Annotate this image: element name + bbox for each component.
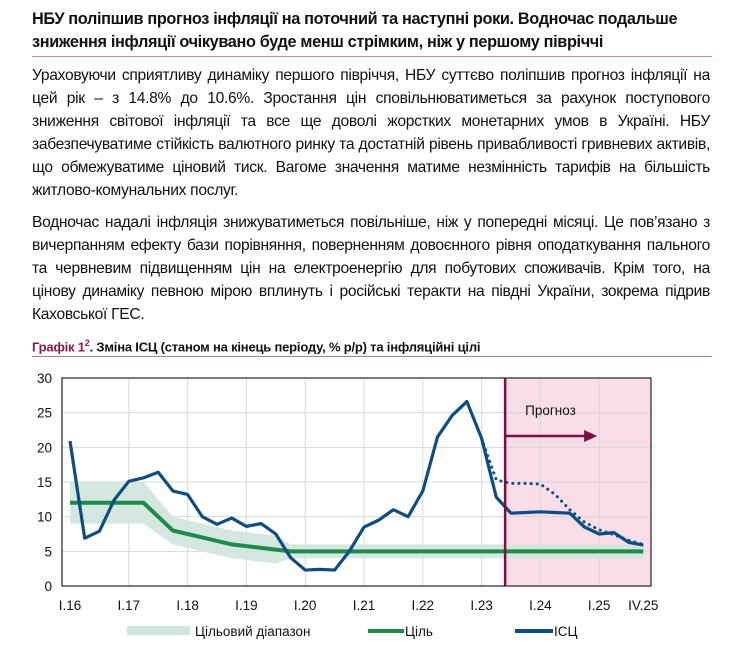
chart-title-text: . Зміна ІСЦ (станом на кінець періоду, %… [89, 339, 481, 355]
cpi-line [68, 399, 644, 572]
x-tick-label: I.19 [235, 598, 258, 613]
forecast-label: Прогноз [525, 403, 576, 418]
y-tick-label: 15 [37, 475, 52, 490]
y-tick-label: 0 [44, 579, 52, 594]
paragraph-text: Водночас надалі інфляція знижуватиметься… [32, 214, 710, 323]
headline: НБУ поліпшив прогноз інфляції на поточни… [32, 10, 678, 51]
legend-target-label: Ціль [405, 624, 433, 639]
chart-title: Графік 12. Зміна ІСЦ (станом на кінець п… [32, 338, 480, 354]
x-tick-label: I.24 [529, 598, 552, 613]
y-tick-label: 30 [37, 371, 52, 386]
y-tick-label: 5 [44, 544, 52, 559]
cpi-chart: Прогноз 0 5 10 15 20 25 30 I.16 I.17 I.18 I.19 I.20 I… [37, 371, 658, 639]
legend-band-label: Цільовий діапазон [195, 624, 310, 639]
y-tick-label: 25 [37, 406, 52, 421]
x-tick-label: I.21 [353, 598, 376, 613]
chart-title-rule [32, 356, 712, 357]
forecast-arrow-icon [584, 430, 598, 442]
y-tick-label: 20 [37, 440, 52, 455]
x-tick-label: I.18 [176, 598, 199, 613]
x-tick-label: I.23 [470, 598, 493, 613]
x-tick-label: I.20 [294, 598, 317, 613]
chart-label: Графік 1 [32, 339, 85, 355]
paragraph-2: Водночас надалі інфляція знижуватиметься… [32, 211, 710, 326]
x-tick-label: IV.25 [628, 598, 658, 613]
legend-cpi-label: ІСЦ [554, 624, 578, 639]
legend-band-swatch [127, 626, 190, 635]
plot-frame [61, 377, 652, 587]
x-tick-label: I.16 [59, 598, 82, 613]
paragraph-text: Ураховуючи сприятливу динаміку першого п… [32, 67, 710, 199]
y-tick-label: 10 [37, 510, 52, 525]
target-band [70, 482, 644, 564]
x-tick-label: I.17 [118, 598, 141, 613]
x-tick-label: I.22 [412, 598, 435, 613]
x-tick-label: I.25 [588, 598, 611, 613]
headline-rule [32, 56, 712, 57]
target-line [70, 500, 644, 554]
chart-label-sup: 2 [84, 338, 90, 348]
paragraph-1: Ураховуючи сприятливу динаміку першого п… [32, 64, 710, 202]
